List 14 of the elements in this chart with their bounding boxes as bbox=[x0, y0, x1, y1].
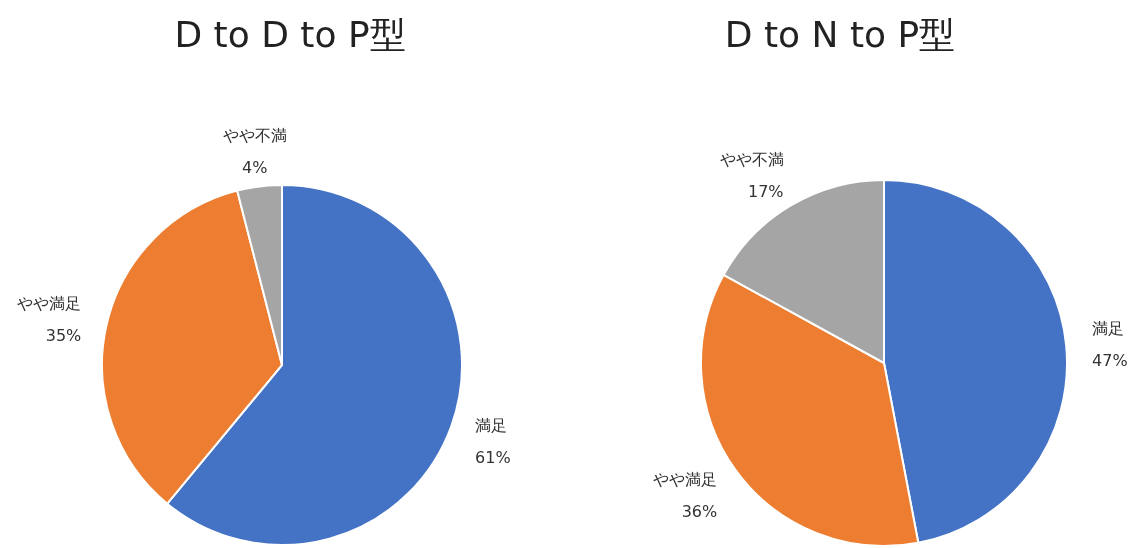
data-label: 36% bbox=[681, 501, 718, 521]
data-label: 4% bbox=[241, 157, 268, 177]
slice-label: 満足 bbox=[1092, 319, 1125, 339]
slice-label: やや不満 bbox=[222, 125, 287, 145]
slice-label: やや不満 bbox=[719, 149, 784, 169]
data-label: 47% bbox=[1092, 351, 1128, 371]
slice-label: やや満足 bbox=[653, 469, 718, 489]
data-label: 61% bbox=[475, 447, 511, 467]
slice-label: 満足 bbox=[475, 415, 508, 435]
data-label: 17% bbox=[747, 181, 784, 201]
chart-title: D to N to P型 bbox=[724, 14, 956, 55]
data-label: 35% bbox=[45, 326, 82, 346]
chart-title: D to D to P型 bbox=[174, 14, 406, 55]
slice-label: やや満足 bbox=[17, 294, 82, 314]
